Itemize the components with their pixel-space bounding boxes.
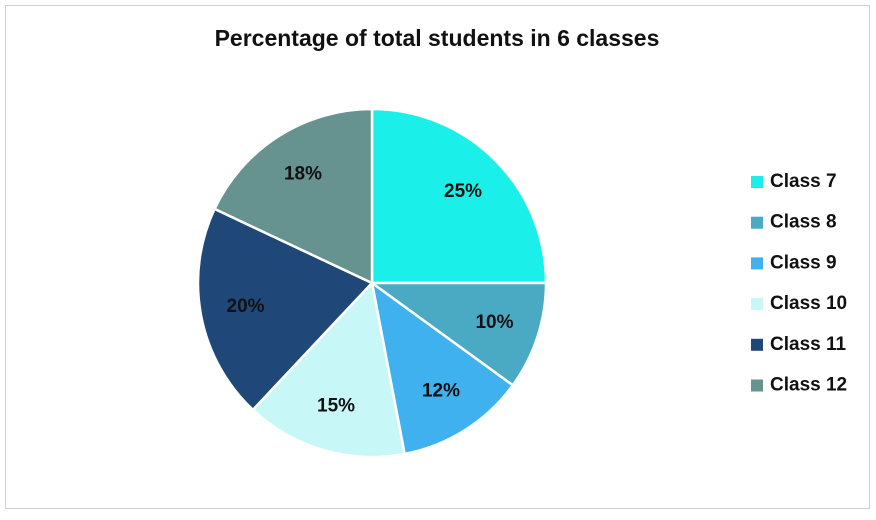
legend-label: Class 11 [770, 334, 846, 355]
legend-swatch [751, 298, 763, 311]
pie-slice [196, 207, 375, 412]
pie-slice [368, 281, 548, 388]
data-label: 18% [284, 163, 322, 184]
legend-label: Class 10 [770, 293, 847, 314]
chart-title: Percentage of total students in 6 classe… [215, 25, 660, 51]
pie-slice [370, 107, 548, 285]
legend-swatch [751, 338, 763, 351]
data-label: 12% [422, 381, 460, 402]
data-label: 15% [317, 396, 355, 417]
pie-slice [370, 280, 515, 456]
legend-label: Class 7 [770, 171, 837, 192]
legend-swatch [751, 216, 763, 229]
legend-swatch [751, 176, 763, 188]
legend-label: Class 12 [770, 375, 847, 396]
pie-slice [251, 280, 407, 459]
legend-label: Class 8 [770, 212, 837, 233]
legend-swatch [751, 379, 763, 392]
legend-label: Class 9 [770, 252, 837, 273]
legend-swatch [751, 257, 763, 270]
data-label: 25% [444, 181, 482, 202]
data-label: 20% [227, 296, 265, 317]
data-label: 10% [475, 312, 513, 333]
pie-slice [212, 107, 374, 285]
